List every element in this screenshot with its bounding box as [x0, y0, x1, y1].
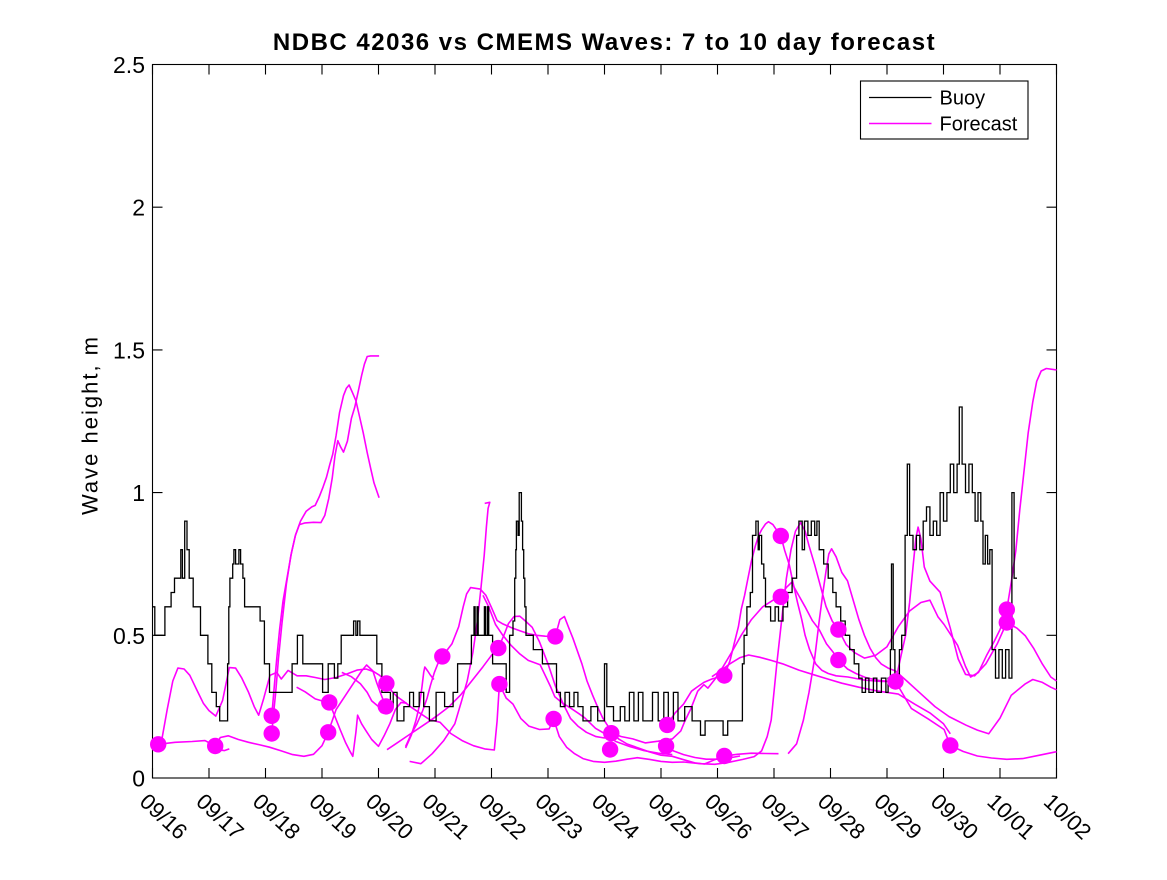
svg-text:2.5: 2.5 — [113, 52, 145, 78]
svg-text:1: 1 — [132, 480, 145, 506]
svg-text:0.5: 0.5 — [113, 623, 145, 649]
svg-text:NDBC 42036 vs CMEMS Waves: 7 t: NDBC 42036 vs CMEMS Waves: 7 to 10 day f… — [273, 29, 936, 56]
svg-text:Forecast: Forecast — [940, 114, 1018, 136]
svg-text:Buoy: Buoy — [940, 88, 986, 110]
svg-text:Wave height, m: Wave height, m — [78, 335, 103, 515]
svg-text:0: 0 — [132, 766, 145, 792]
svg-text:1.5: 1.5 — [113, 337, 145, 363]
svg-text:2: 2 — [132, 195, 145, 221]
